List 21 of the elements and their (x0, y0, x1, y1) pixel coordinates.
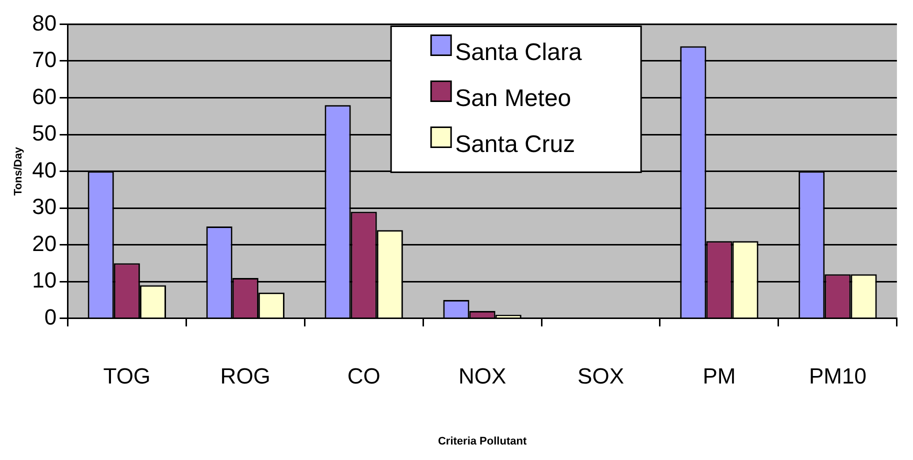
y-tick-label: 40 (32, 157, 57, 182)
x-tick-label: PM (702, 364, 736, 389)
y-tick-label: 20 (32, 230, 57, 256)
x-tick-label: SOX (578, 364, 624, 389)
legend-label: Santa Clara (455, 38, 582, 66)
x-axis-title: Criteria Pollutant (438, 435, 527, 448)
x-tick-label: CO (347, 364, 380, 389)
y-tick-label: 60 (32, 84, 57, 109)
x-tick-label: PM10 (808, 364, 866, 389)
y-tick-label: 10 (32, 268, 57, 293)
x-tick-label: ROG (220, 364, 270, 389)
y-tick-label: 30 (32, 194, 57, 220)
x-tick-label: TOG (103, 364, 151, 389)
y-axis-title: Tons/Day (12, 146, 25, 196)
x-tick-label: NOX (458, 364, 506, 389)
y-tick-label: 80 (32, 10, 57, 36)
y-tick-label: 0 (44, 304, 57, 330)
legend-label: Santa Cruz (455, 130, 576, 158)
y-tick-label: 50 (32, 120, 57, 146)
y-tick-label: 70 (32, 47, 57, 72)
legend-label: San Meteo (455, 84, 572, 112)
